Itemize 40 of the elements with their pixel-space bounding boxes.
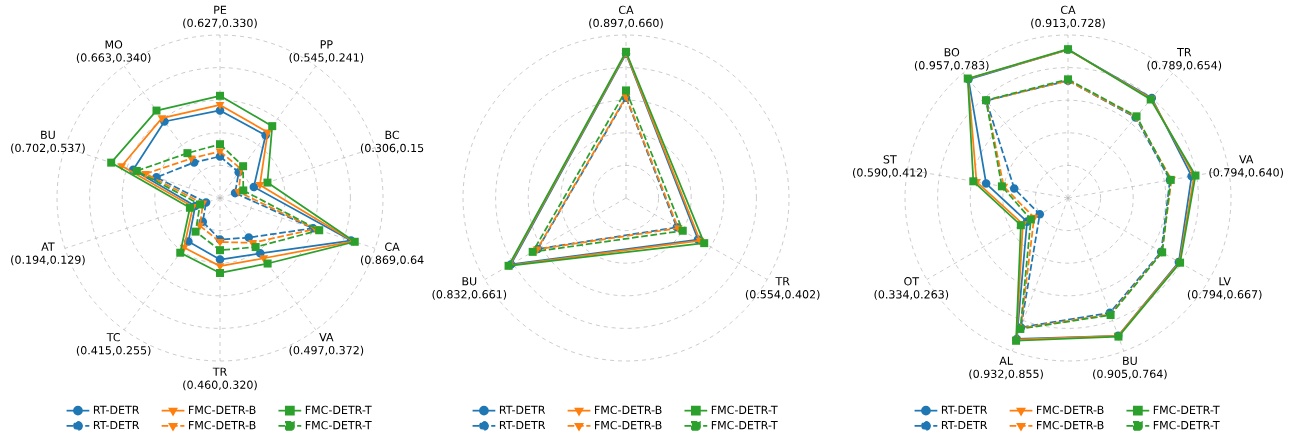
spoke-label: AT (0.194,0.129)	[11, 242, 85, 266]
spoke-label: VA (0.794,0.640)	[1209, 155, 1283, 178]
legend-label: FMC-DETR-B	[1037, 405, 1104, 415]
legend-label: RT-DETR	[941, 405, 988, 414]
legend-label: FMC-DETR-T	[711, 405, 778, 415]
legend-label: FMC-DETR-T	[305, 405, 372, 415]
spoke-label: CA (0.897,0.660)	[589, 5, 663, 29]
spoke-label: BO (0.957,0.783)	[914, 48, 989, 71]
legend-label: FMC-DETR-B	[595, 405, 662, 415]
legend-label: RT-DETR	[499, 405, 546, 414]
spoke-label: VA (0.497,0.372)	[289, 333, 364, 356]
spoke-label: OT (0.334,0.263)	[874, 277, 949, 300]
spoke-label: PE (0.627,0.330)	[183, 5, 257, 29]
legend-label: FMC-DETR-B	[189, 420, 256, 430]
spoke-label: AL (0.932,0.855)	[969, 356, 1043, 380]
spoke-label: ST (0.590,0.412)	[853, 155, 927, 178]
legend-label: FMC-DETR-T	[1153, 405, 1220, 415]
spoke-label: TR (0.460,0.320)	[183, 367, 257, 391]
spoke-label: CA (0.869,0.64	[360, 242, 424, 266]
spoke-label: BU (0.832,0.661)	[432, 277, 507, 300]
legend-label: FMC-DETR-B	[189, 405, 256, 415]
legend-label: RT-DETR	[941, 420, 988, 430]
spoke-label: TR (0.789,0.654)	[1147, 48, 1222, 71]
spoke-label: MO (0.663,0.340)	[76, 40, 151, 63]
spoke-label: PP (0.545,0.241)	[289, 40, 364, 63]
spoke-label: BC (0.306,0.15	[360, 130, 424, 154]
spoke-label: TC (0.415,0.255)	[76, 333, 151, 356]
legend-label: RT-DETR	[93, 420, 140, 430]
spoke-label: CA (0.913,0.728)	[1031, 5, 1105, 29]
spoke-label: BU (0.905,0.764)	[1093, 356, 1167, 380]
legend-label: FMC-DETR-B	[1037, 420, 1104, 430]
legend-label: RT-DETR	[499, 420, 546, 430]
legend-label: RT-DETR	[93, 405, 140, 414]
spoke-label: LV (0.794,0.667)	[1187, 277, 1262, 300]
legend-label: FMC-DETR-T	[1153, 420, 1220, 430]
legend-label: FMC-DETR-B	[595, 420, 662, 430]
spoke-label: BU (0.702,0.537)	[11, 130, 85, 154]
legend-label: FMC-DETR-T	[711, 420, 778, 430]
spoke-label: TR (0.554,0.402)	[745, 277, 820, 300]
legend-label: FMC-DETR-T	[305, 420, 372, 430]
